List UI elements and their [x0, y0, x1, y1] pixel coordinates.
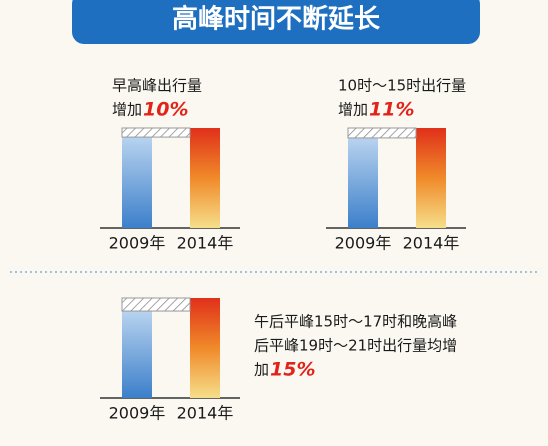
highlight: 15%	[270, 359, 315, 381]
annotation: 午后平峰15时～17时和晚高峰	[254, 313, 457, 331]
highlight: 10%	[143, 99, 188, 121]
bar	[416, 128, 446, 228]
x-tick-label: 2014年	[403, 234, 460, 253]
x-tick-label: 2009年	[335, 234, 392, 253]
annotation: 增加	[338, 101, 368, 119]
bar	[190, 298, 220, 398]
bar	[190, 128, 220, 228]
bar-panel: 2009年 2014年 午后平峰15时～17时和晚高峰后平峰19时～21时出行量均增…	[100, 297, 457, 423]
x-tick-label: 2009年	[109, 404, 166, 423]
annotation: 10时～15时出行量	[338, 77, 466, 95]
x-tick-label: 2014年	[177, 404, 234, 423]
annotation: 后平峰19时～21时出行量均增	[254, 337, 457, 355]
increase-hatch	[347, 127, 417, 139]
title: 高峰时间不断延长	[172, 4, 381, 35]
bar	[348, 137, 378, 228]
annotation: 增加	[112, 101, 142, 119]
title-banner	[72, 0, 480, 44]
annotation: 加	[254, 361, 269, 379]
increase-hatch	[121, 297, 191, 312]
x-tick-label: 2014年	[177, 234, 234, 253]
increase-hatch	[121, 127, 191, 138]
bar	[122, 311, 152, 398]
highlight: 11%	[369, 99, 414, 121]
x-tick-label: 2009年	[109, 234, 166, 253]
bar	[122, 137, 152, 228]
annotation: 早高峰出行量	[112, 77, 202, 95]
